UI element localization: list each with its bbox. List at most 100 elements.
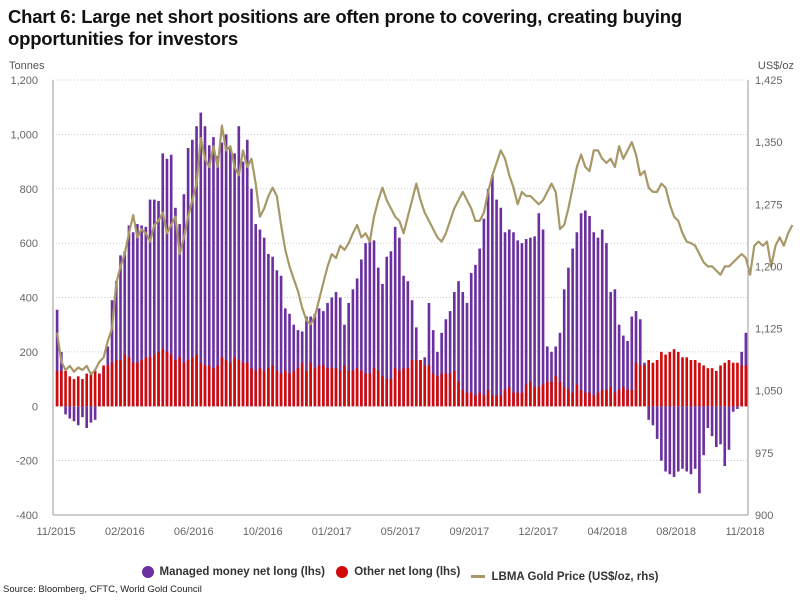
axes xyxy=(52,80,749,516)
other-net-long-bar xyxy=(351,370,355,407)
managed-money-bar xyxy=(389,251,393,407)
other-net-long-bar xyxy=(288,373,291,407)
other-net-long-bar xyxy=(419,360,422,407)
other-net-long-bars xyxy=(55,349,748,407)
managed-money-bar xyxy=(110,300,114,407)
other-net-long-bar xyxy=(453,370,456,407)
other-net-long-bar xyxy=(727,360,731,407)
other-net-long-bar xyxy=(541,384,545,407)
managed-money-bar xyxy=(338,297,342,407)
other-net-long-bar xyxy=(491,395,494,407)
managed-money-bar xyxy=(351,289,355,407)
other-net-long-bar xyxy=(571,392,574,407)
managed-money-bar xyxy=(537,213,541,407)
managed-money-bar xyxy=(165,158,169,407)
managed-money-bar xyxy=(499,207,503,407)
managed-money-bar xyxy=(275,270,279,407)
other-net-long-bar xyxy=(64,370,67,407)
other-net-long-bar xyxy=(655,360,659,407)
right-tick-label: 1,200 xyxy=(755,261,783,273)
other-net-long-bar xyxy=(250,368,253,407)
managed-money-bar xyxy=(491,175,494,407)
managed-money-bar xyxy=(199,112,203,407)
other-net-long-bar xyxy=(271,365,274,407)
managed-money-bar xyxy=(406,281,410,407)
other-net-long-bar xyxy=(461,389,465,407)
other-net-long-bar xyxy=(474,395,477,407)
other-net-long-bar xyxy=(414,360,418,407)
managed-money-bar xyxy=(207,145,211,407)
other-net-long-bar xyxy=(220,357,224,407)
x-axis-ticks: 11/2015 02/2016 06/2016 10/2016 01/2017 05/20… xyxy=(37,526,765,538)
x-tick-label: 01/2017 xyxy=(312,526,352,538)
managed-money-bar xyxy=(216,156,219,407)
other-net-long-bar xyxy=(431,373,435,407)
left-axis-unit: Tonnes xyxy=(9,60,45,72)
other-net-long-bar xyxy=(723,362,727,407)
managed-money-bar xyxy=(81,406,84,418)
left-tick-label: -200 xyxy=(16,456,38,468)
left-axis-ticks: 1,200 1,000 800 600 400 200 0 -200 -400 xyxy=(10,75,38,522)
managed-money-bar xyxy=(723,406,727,467)
managed-money-bar xyxy=(550,351,553,407)
managed-money-bar xyxy=(283,308,287,407)
other-net-long-bar xyxy=(114,360,118,407)
other-net-long-bar xyxy=(444,373,448,407)
other-net-long-bar xyxy=(157,351,160,407)
other-net-long-bar xyxy=(579,389,583,407)
other-net-long-bar xyxy=(617,389,621,407)
managed-money-bar xyxy=(114,281,118,407)
other-net-long-bar xyxy=(76,376,80,407)
managed-money-bar xyxy=(638,319,642,407)
x-tick-label: 10/2016 xyxy=(243,526,283,538)
managed-money-bar xyxy=(719,406,722,445)
managed-money-bar xyxy=(584,210,587,407)
other-net-long-bar xyxy=(507,387,511,407)
other-net-long-bar xyxy=(558,381,562,407)
chart-canvas: 1,200 1,000 800 600 400 200 0 -200 -400 1,425 1,3… xyxy=(10,75,794,538)
other-net-long-bar xyxy=(364,373,367,407)
x-tick-label: 04/2018 xyxy=(587,526,627,538)
other-net-long-bar xyxy=(347,370,350,407)
other-net-long-bar xyxy=(262,370,266,407)
left-tick-label: 1,200 xyxy=(10,75,38,87)
managed-money-bar xyxy=(431,330,435,407)
managed-money-bar xyxy=(241,161,245,407)
managed-money-bar xyxy=(524,239,528,407)
other-net-long-bar xyxy=(85,373,89,407)
managed-money-bar xyxy=(368,237,372,407)
other-net-long-bar xyxy=(676,351,680,407)
other-net-long-bar xyxy=(305,370,308,407)
managed-money-bar xyxy=(347,302,350,407)
other-net-long-bar xyxy=(440,373,443,407)
other-net-long-bar xyxy=(258,368,262,407)
chart-title: Chart 6: Large net short positions are o… xyxy=(8,6,682,49)
other-net-long-bar xyxy=(381,376,384,407)
other-net-long-bar xyxy=(664,354,667,407)
legend-item-managed: Managed money net long (lhs) xyxy=(141,566,325,578)
managed-money-bar xyxy=(254,224,258,407)
managed-money-bar xyxy=(710,406,714,437)
right-tick-label: 1,425 xyxy=(755,75,783,87)
other-net-long-bar xyxy=(119,360,122,407)
managed-money-bar xyxy=(731,406,735,412)
managed-money-bar xyxy=(655,406,659,439)
other-net-long-bar xyxy=(338,370,342,407)
legend: Managed money net long (lhs) Other net l… xyxy=(0,566,800,583)
other-net-long-bar xyxy=(668,351,672,407)
other-net-long-bar xyxy=(199,362,203,407)
managed-money-bar xyxy=(326,302,329,407)
managed-money-bar xyxy=(148,199,152,407)
other-net-long-bar xyxy=(600,389,604,407)
managed-money-bar xyxy=(706,406,710,428)
other-net-long-bar xyxy=(195,354,198,407)
other-net-long-bar xyxy=(309,362,312,407)
other-net-long-bar xyxy=(731,362,735,407)
left-tick-label: 1,000 xyxy=(10,129,38,141)
managed-money-bars xyxy=(55,112,748,494)
other-net-long-bar xyxy=(469,392,473,407)
managed-money-bar xyxy=(672,406,676,477)
managed-money-bar xyxy=(127,225,131,407)
other-net-long-bar xyxy=(152,354,156,407)
other-net-long-bar xyxy=(110,362,114,407)
